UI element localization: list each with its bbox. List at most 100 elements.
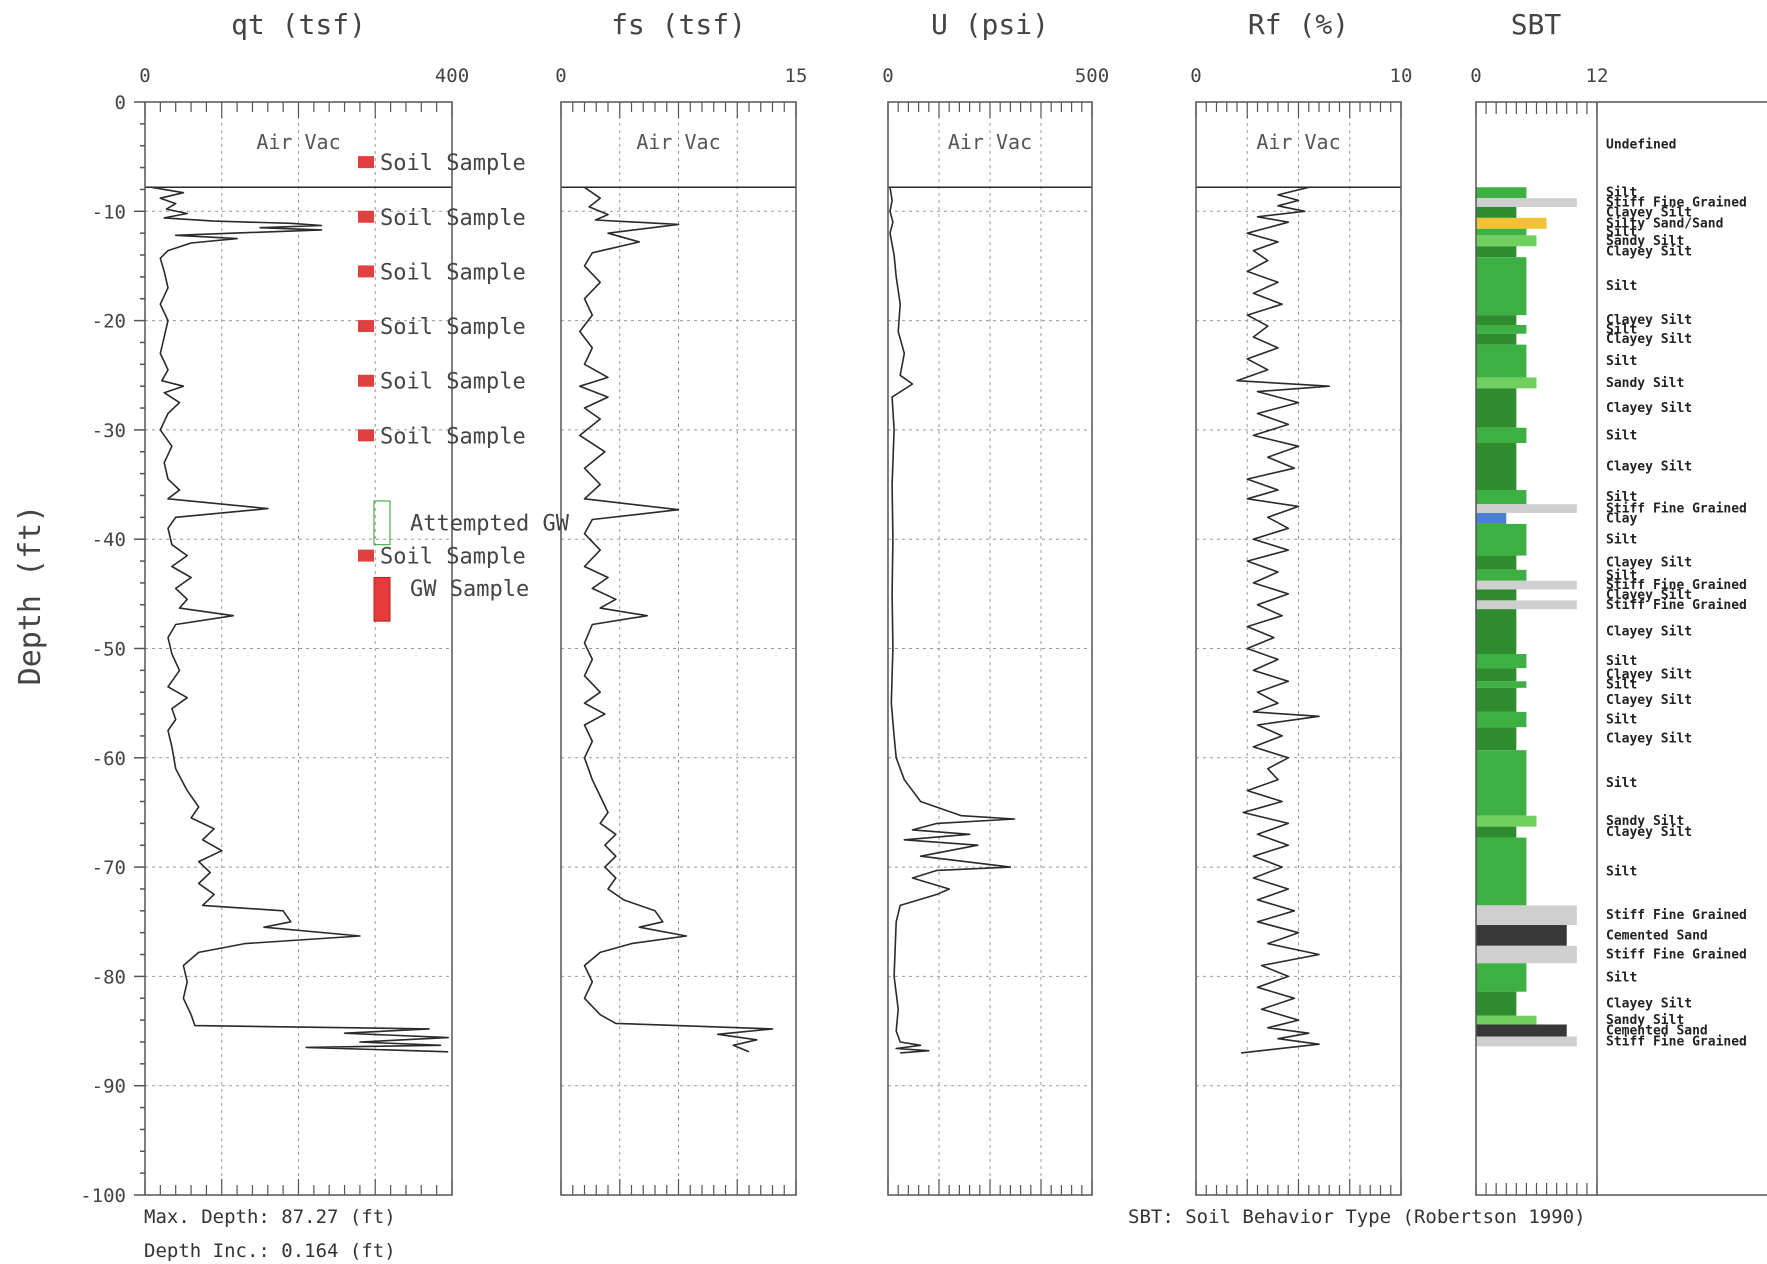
frames-layer [134, 101, 1767, 1196]
sbt-zone-label: Silt [1606, 713, 1637, 728]
sbt-zone-label: Silt [1606, 533, 1637, 548]
air-vac-label: Air Vac [948, 130, 1032, 154]
sbt-zone-bar [1476, 512, 1507, 524]
depth-tick-label: -30 [92, 420, 126, 442]
sbt-zone-label: Clayey Silt [1606, 460, 1692, 475]
depth-tick-label: -50 [92, 639, 126, 661]
sbt-zone-bar [1476, 504, 1577, 513]
air-vac-label: Air Vac [636, 130, 720, 154]
sbt-zone-bar [1476, 580, 1577, 590]
sbt-zone-bar [1476, 1036, 1577, 1047]
attempted-gw-marker [373, 500, 391, 546]
sbt-zone-label: Silt [1606, 186, 1637, 201]
sbt-zone-label: Clayey Silt [1606, 588, 1692, 603]
sbt-zone-label: Silt [1606, 428, 1637, 443]
sbt-zone-bar [1476, 600, 1577, 610]
depth-tick-label: -100 [80, 1185, 126, 1207]
fs-panel-title: fs (tsf) [611, 8, 746, 41]
sbt-zone-bar [1476, 344, 1527, 378]
sbt-zone-label: Clayey Silt [1606, 556, 1692, 571]
sbt-zone-bar [1476, 490, 1527, 505]
sbt-zone-label: Stiff Fine Grained [1606, 1034, 1747, 1049]
depth-tick-label: -40 [92, 529, 126, 551]
depth-tick-label: -60 [92, 748, 126, 770]
U-series-line [889, 187, 1016, 1054]
sbt-zone-label: Clayey Silt [1606, 205, 1692, 220]
sbt-zone-bar [1476, 1024, 1567, 1037]
x-tick-label-min: 0 [139, 65, 150, 87]
series-layer [145, 156, 1401, 1054]
soil-sample-label: Soil Sample [380, 370, 526, 395]
sbt-zone-bar [1476, 1015, 1537, 1025]
sbt-zone-bar [1476, 257, 1527, 316]
sbt-zone-label: Clayey Silt [1606, 401, 1692, 416]
sbt-zone-bar [1476, 905, 1577, 926]
x-tick-label-min: 0 [555, 65, 566, 87]
sbt-zone-bar [1476, 246, 1517, 258]
sbt-zone-label: Sandy Silt [1606, 234, 1684, 249]
sbt-zone-bar [1476, 187, 1527, 199]
sbt-reference-note: SBT: Soil Behavior Type (Robertson 1990) [1128, 1206, 1586, 1228]
y-axis-title: Depth (ft) [13, 505, 48, 686]
x-tick-label-min: 0 [882, 65, 893, 87]
max-depth-note: Max. Depth: 87.27 (ft) [144, 1206, 396, 1228]
sbt-zone-label: Silty Sand/Sand [1606, 216, 1723, 231]
depth-tick-label: -80 [92, 966, 126, 988]
soil-sample-marker [358, 265, 374, 278]
sbt-zone-label: Sandy Silt [1606, 1013, 1684, 1028]
attempted-gw-label: Attempted GW [410, 511, 570, 536]
sbt-zone-bar [1476, 681, 1527, 688]
sbt-zone-bar [1476, 569, 1527, 581]
sbt-zone-label: Stiff Fine Grained [1606, 578, 1747, 593]
sbt-zone-label: Stiff Fine Grained [1606, 908, 1747, 923]
soil-sample-marker [358, 320, 374, 333]
sbt-zone-label: Cemented Sand [1606, 928, 1708, 943]
sbt-zone-bar [1476, 945, 1577, 964]
sbt-zone-label: Clay [1606, 511, 1637, 526]
soil-sample-marker [358, 156, 374, 169]
sbt-zone-label: Silt [1606, 568, 1637, 583]
sbt-zone-label: Silt [1606, 776, 1637, 791]
x-tick-label-max: 400 [435, 65, 469, 87]
depth-tick-label: -20 [92, 311, 126, 333]
sbt-zone-bar [1476, 826, 1517, 838]
sbt-zone-label: Silt [1606, 354, 1637, 369]
sbt-zone-label: Stiff Fine Grained [1606, 196, 1747, 211]
Rf-series-line [1236, 186, 1331, 1054]
soil-sample-label: Soil Sample [380, 545, 526, 570]
sbt-zone-bar [1476, 235, 1537, 247]
sbt-zone-label: Cemented Sand [1606, 1024, 1708, 1039]
depth-tick-label: -90 [92, 1076, 126, 1098]
sbt-zone-bar [1476, 443, 1517, 491]
sbt-zone-bar [1476, 711, 1527, 728]
sbt-zone-label: Sandy Silt [1606, 376, 1684, 391]
sbt-zone-bar [1476, 991, 1517, 1016]
sbt-layer [1476, 187, 1577, 1047]
gw-sample-label: GW Sample [410, 577, 529, 602]
sbt-zone-bar [1476, 217, 1547, 229]
sbt-zone-bar [1476, 427, 1527, 444]
depth-tick-label: -70 [92, 857, 126, 879]
soil-sample-marker [358, 374, 374, 387]
sbt-zone-bar [1476, 206, 1517, 218]
sbt-zone-label: Undefined [1606, 138, 1676, 153]
depth-increment-note: Depth Inc.: 0.164 (ft) [144, 1240, 396, 1262]
sbt-zone-bar [1476, 750, 1527, 816]
sbt-zone-bar [1476, 837, 1527, 906]
sbt-zone-bar [1476, 333, 1517, 345]
sbt-zone-bar [1476, 668, 1517, 682]
sbt-zone-label: Clayey Silt [1606, 732, 1692, 747]
depth-tick-label: 0 [115, 92, 126, 114]
x-tick-label-max: 500 [1075, 65, 1109, 87]
sbt-zone-bar [1476, 388, 1517, 428]
sbt-zone-label: Silt [1606, 864, 1637, 879]
air-vac-label: Air Vac [1256, 130, 1340, 154]
sbt-x-tick-label-max: 12 [1586, 65, 1609, 87]
sbt-zone-bar [1476, 324, 1527, 334]
sbt-zone-label: Clayey Silt [1606, 997, 1692, 1012]
sbt-zone-bar [1476, 555, 1517, 570]
sbt-zone-bar [1476, 377, 1537, 389]
air-vac-label: Air Vac [256, 130, 340, 154]
sbt-zone-bar [1476, 925, 1567, 946]
